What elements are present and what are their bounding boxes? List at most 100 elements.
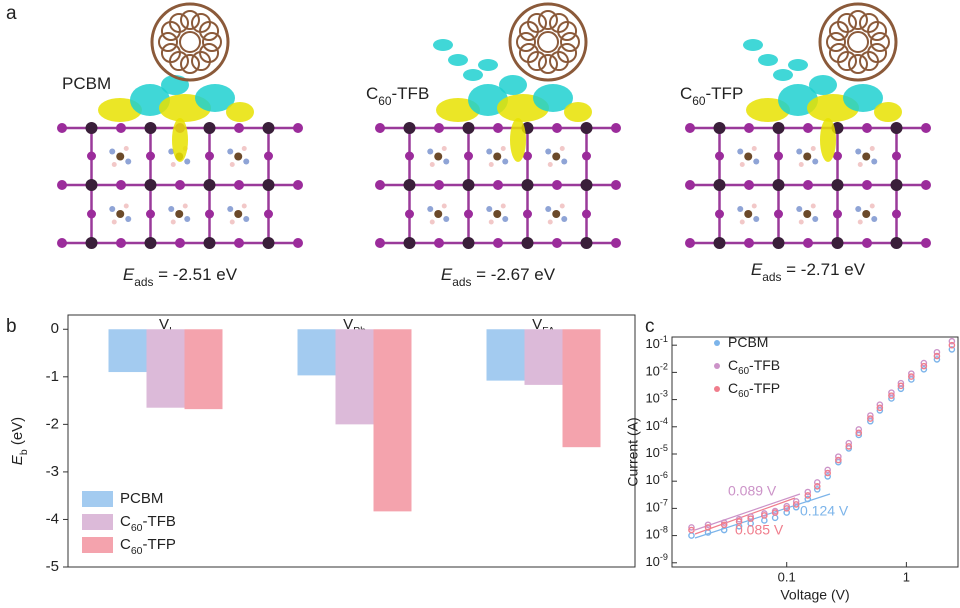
- y-tick-label: 10-6: [645, 471, 668, 488]
- atom: [493, 210, 502, 218]
- charge-density: [788, 59, 808, 71]
- atom: [87, 151, 96, 161]
- atom: [241, 203, 247, 209]
- atom: [890, 179, 903, 191]
- data-point: [897, 382, 905, 390]
- fullerene-ring: [848, 54, 868, 74]
- atom: [434, 152, 443, 161]
- atom: [580, 237, 593, 249]
- atom: [262, 122, 275, 134]
- atom: [831, 179, 844, 191]
- atom: [737, 206, 744, 212]
- atom: [85, 237, 98, 249]
- atom: [184, 216, 191, 222]
- atom: [168, 206, 175, 212]
- fullerene-ring: [847, 31, 869, 53]
- legend-label: PCBM: [120, 490, 163, 507]
- data-point: [888, 389, 895, 396]
- bar: [184, 329, 223, 410]
- structure: [685, 2, 931, 249]
- data-point: [897, 379, 905, 387]
- fullerene-ring: [169, 12, 189, 33]
- fullerene: [508, 2, 588, 82]
- atom: [175, 238, 185, 248]
- atom: [862, 180, 872, 190]
- atom: [293, 123, 303, 133]
- atom: [241, 146, 247, 151]
- atom: [125, 158, 132, 165]
- atom: [739, 162, 745, 167]
- atom: [116, 238, 126, 248]
- data-point: [948, 341, 956, 349]
- legend-marker: [714, 340, 720, 346]
- data-point: [792, 498, 800, 505]
- molecule-label: C60-TFB: [366, 84, 429, 108]
- fullerene-ring: [199, 21, 220, 41]
- atom: [227, 148, 234, 155]
- structure: [57, 2, 303, 249]
- charge-density: [743, 39, 763, 51]
- atom: [488, 219, 494, 225]
- data-point: [804, 495, 812, 503]
- adsorption-energy: Eads = -2.67 eV: [441, 265, 556, 289]
- atom: [500, 203, 506, 209]
- atom: [205, 151, 214, 161]
- fullerene-ring: [179, 31, 201, 53]
- atom: [774, 151, 783, 161]
- atom: [403, 179, 416, 191]
- y-tick-label: 10-3: [645, 389, 668, 406]
- atom: [753, 216, 760, 222]
- fullerene-ring: [518, 43, 539, 63]
- adsorption-energy: Eads = -2.71 eV: [751, 260, 866, 284]
- atom: [803, 152, 812, 161]
- bar: [146, 329, 185, 408]
- data-point: [735, 515, 743, 523]
- data-point: [824, 469, 831, 477]
- data-point: [888, 392, 895, 399]
- atom: [855, 148, 862, 155]
- bar: [562, 329, 601, 448]
- y-tick-label: 10-7: [645, 498, 668, 515]
- atom: [146, 209, 155, 219]
- atom: [810, 146, 816, 151]
- data-point: [908, 370, 915, 377]
- atom: [434, 123, 444, 133]
- atom: [812, 158, 819, 165]
- data-point: [804, 492, 812, 499]
- atom: [85, 179, 98, 191]
- data-point: [720, 521, 728, 529]
- fit-line: [694, 493, 801, 531]
- atom: [552, 152, 561, 161]
- molecule-label: PCBM: [62, 74, 111, 93]
- charge-density: [874, 102, 902, 122]
- y-tick-label: 10-4: [645, 416, 668, 433]
- molecule-label: C60-TFP: [680, 84, 743, 108]
- atom: [434, 238, 444, 248]
- data-point: [688, 532, 695, 539]
- atom: [857, 219, 863, 225]
- atom: [862, 238, 872, 248]
- atom: [234, 238, 244, 248]
- atom: [229, 162, 235, 167]
- x-tick-label: 0.1: [778, 569, 796, 584]
- data-point: [855, 429, 863, 437]
- atom: [123, 146, 129, 151]
- atom: [234, 210, 243, 218]
- data-point: [824, 473, 831, 480]
- atom: [375, 123, 385, 133]
- fullerene-ring: [549, 51, 569, 72]
- data-point: [845, 443, 853, 450]
- data-point: [771, 514, 779, 522]
- atom: [685, 123, 695, 133]
- atom: [580, 179, 593, 191]
- atom: [170, 162, 176, 167]
- atom: [921, 238, 931, 248]
- atom: [234, 180, 244, 190]
- atom: [582, 209, 591, 219]
- atom: [293, 180, 303, 190]
- atom: [545, 206, 552, 212]
- atom: [547, 162, 553, 167]
- atom: [862, 210, 871, 218]
- atom: [611, 123, 621, 133]
